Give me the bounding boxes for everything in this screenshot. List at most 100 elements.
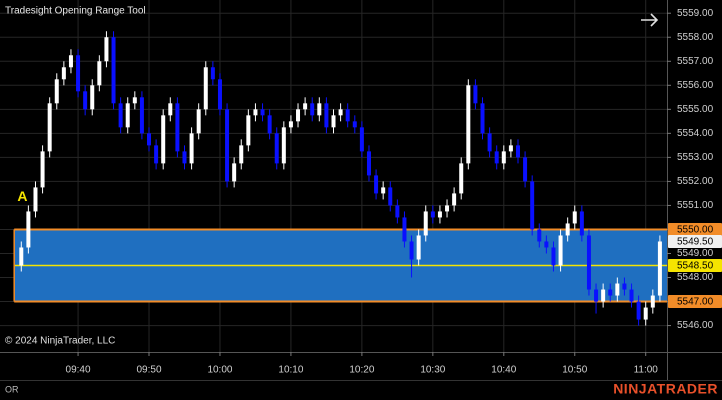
last-price-marker-box: [668, 234, 722, 248]
candle-body: [253, 109, 258, 116]
candle-body: [381, 187, 386, 194]
candle-body: [416, 235, 421, 260]
candle-body: [515, 145, 520, 158]
candle-body: [409, 241, 414, 260]
arrow-icon[interactable]: [641, 13, 659, 27]
candle-body: [501, 151, 506, 164]
candle-body: [189, 133, 194, 164]
candle-body: [54, 79, 59, 104]
candle-body: [239, 145, 244, 164]
candle-body: [615, 283, 620, 296]
x-tick-label: 10:50: [562, 365, 587, 376]
candle-body: [643, 307, 648, 320]
or-mid-marker-label: 5548.50: [677, 261, 714, 272]
candle-body: [359, 127, 364, 152]
candle-body: [26, 211, 31, 248]
candle-body: [118, 103, 123, 128]
candle-body: [281, 127, 286, 164]
y-tick-label: 5549.00: [677, 248, 714, 259]
candle-body: [33, 187, 38, 212]
candle-body: [61, 67, 66, 80]
candle-body: [168, 103, 173, 116]
x-tick-label: 09:40: [66, 365, 91, 376]
candle-body: [608, 289, 613, 296]
candle-body: [636, 301, 641, 320]
y-tick-label: 5555.00: [677, 104, 714, 115]
candle-body: [260, 109, 265, 116]
candle-body: [345, 109, 350, 122]
candle-body: [68, 55, 73, 68]
candle-body: [19, 247, 24, 266]
or-mid-marker-box: [668, 259, 722, 273]
y-tick-label: 5552.00: [677, 176, 714, 187]
candle-body: [523, 157, 528, 182]
candle-body: [246, 115, 251, 146]
candle-body: [147, 133, 152, 146]
candle-body: [579, 211, 584, 236]
candle-body: [210, 67, 215, 80]
candle-body: [430, 211, 435, 218]
candle-body: [161, 115, 166, 164]
candle-body: [445, 205, 450, 212]
candle-body: [217, 79, 222, 110]
y-tick-label: 5553.00: [677, 152, 714, 163]
y-tick-label: 5557.00: [677, 56, 714, 67]
or-high-marker-box: [668, 222, 722, 236]
candle-body: [288, 121, 293, 128]
candle-body: [104, 37, 109, 62]
candle-body: [622, 283, 627, 290]
candle-body: [97, 61, 102, 86]
chart-title: Tradesight Opening Range Tool: [5, 6, 146, 17]
y-tick-label: 5554.00: [677, 128, 714, 139]
y-tick-label: 5556.00: [677, 80, 714, 91]
candle-body: [601, 289, 606, 302]
candle-body: [650, 295, 655, 308]
candle-body: [537, 229, 542, 242]
x-tick-label: 11:00: [634, 365, 659, 376]
candle-body: [310, 103, 315, 116]
candle-body: [225, 109, 230, 182]
candle-body: [203, 67, 208, 110]
last-price-marker-label: 5549.50: [677, 237, 714, 248]
candle-body: [494, 151, 499, 164]
candle-body: [182, 151, 187, 164]
candle-body: [40, 151, 45, 188]
candle-body: [132, 97, 137, 104]
or-high-marker-label: 5550.00: [677, 225, 714, 236]
candle-body: [303, 103, 308, 110]
candle-body: [331, 115, 336, 128]
candle-body: [487, 133, 492, 152]
candle-body: [388, 187, 393, 206]
candle-body: [629, 289, 634, 302]
or-low-marker-box: [668, 295, 722, 309]
candle-body: [324, 103, 329, 128]
candle-body: [175, 103, 180, 152]
candle-body: [572, 211, 577, 224]
x-tick-label: 10:00: [207, 365, 232, 376]
candle-body: [90, 85, 95, 110]
candle-body: [594, 289, 599, 302]
candle-body: [544, 241, 549, 248]
x-tick-label: 10:30: [420, 365, 445, 376]
candle-body: [473, 85, 478, 104]
candle-body: [423, 211, 428, 236]
x-tick-label: 10:20: [349, 365, 374, 376]
candle-body: [508, 145, 513, 152]
copyright: © 2024 NinjaTrader, LLC: [5, 336, 115, 347]
candle-body: [154, 145, 159, 164]
brand-logo: NINJATRADER: [613, 381, 718, 397]
y-tick-label: 5546.00: [677, 320, 714, 331]
candle-body: [111, 37, 116, 104]
candle-body: [558, 235, 563, 266]
y-tick-label: 5558.00: [677, 32, 714, 43]
y-tick-label: 5548.00: [677, 272, 714, 283]
candle-body: [437, 211, 442, 218]
x-tick-label: 10:10: [278, 365, 303, 376]
candle-body: [466, 85, 471, 164]
candle-body: [366, 151, 371, 176]
candle-body: [402, 217, 407, 242]
candle-body: [395, 205, 400, 218]
candle-body: [657, 241, 662, 296]
candle-body: [76, 55, 81, 92]
